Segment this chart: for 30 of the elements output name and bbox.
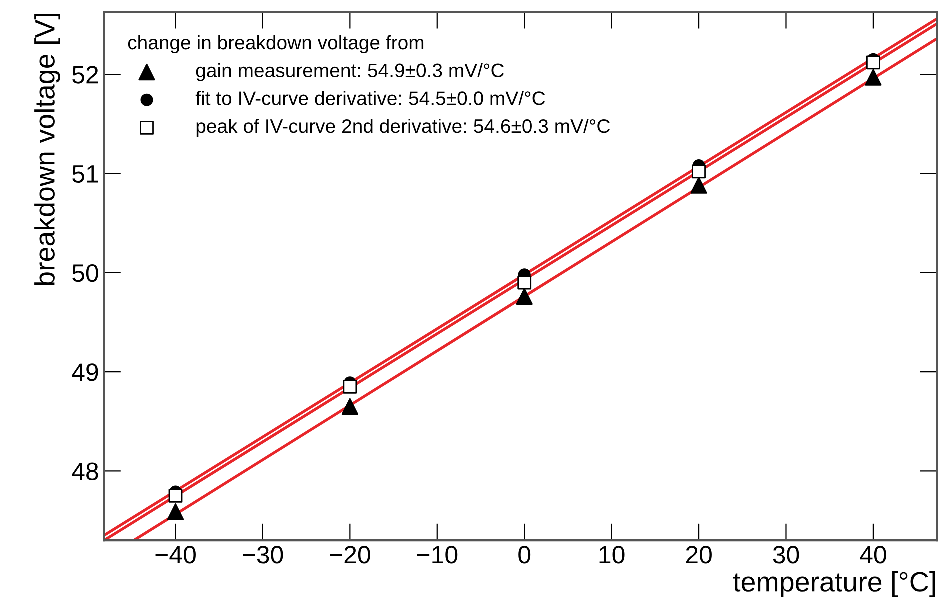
- y-tick-label: 52: [72, 66, 98, 84]
- point: [516, 288, 533, 305]
- point: [342, 398, 359, 416]
- point: [168, 489, 183, 503]
- x-tick-label: −10: [417, 546, 458, 564]
- x-tick-label: 40: [860, 546, 886, 564]
- x-tick-label: −20: [330, 546, 370, 564]
- x-tick-label: 10: [600, 546, 625, 564]
- point: [518, 276, 532, 290]
- y-tick-label: 50: [72, 264, 98, 282]
- x-tick-label: 20: [686, 546, 712, 564]
- legend-label: gain measurement: 54.9±0.3 mV/°C: [196, 63, 504, 82]
- x-tick-label: −30: [242, 546, 284, 564]
- x-tick-label: 30: [773, 546, 800, 564]
- x-tick-label: 0: [518, 546, 531, 564]
- x-tick-label: −40: [156, 546, 196, 564]
- y-tick-label: 49: [72, 364, 98, 382]
- y-axis-title: breakdown voltage [V]: [34, 14, 60, 286]
- point: [866, 56, 880, 70]
- point: [692, 164, 706, 179]
- y-tick-label: 48: [72, 462, 98, 480]
- point: [865, 69, 882, 86]
- point: [343, 380, 358, 394]
- x-axis-title: temperature [°C]: [733, 572, 936, 598]
- point: [690, 177, 708, 194]
- point: [167, 503, 184, 520]
- legend-label: fit to IV-curve derivative: 54.5±0.0 mV/°C: [196, 91, 546, 106]
- legend-title: change in breakdown voltage from: [128, 35, 424, 54]
- y-tick-label: 51: [72, 166, 98, 184]
- legend-label: peak of IV-curve 2nd derivative: 54.6±0.3 mV/°C: [196, 118, 610, 138]
